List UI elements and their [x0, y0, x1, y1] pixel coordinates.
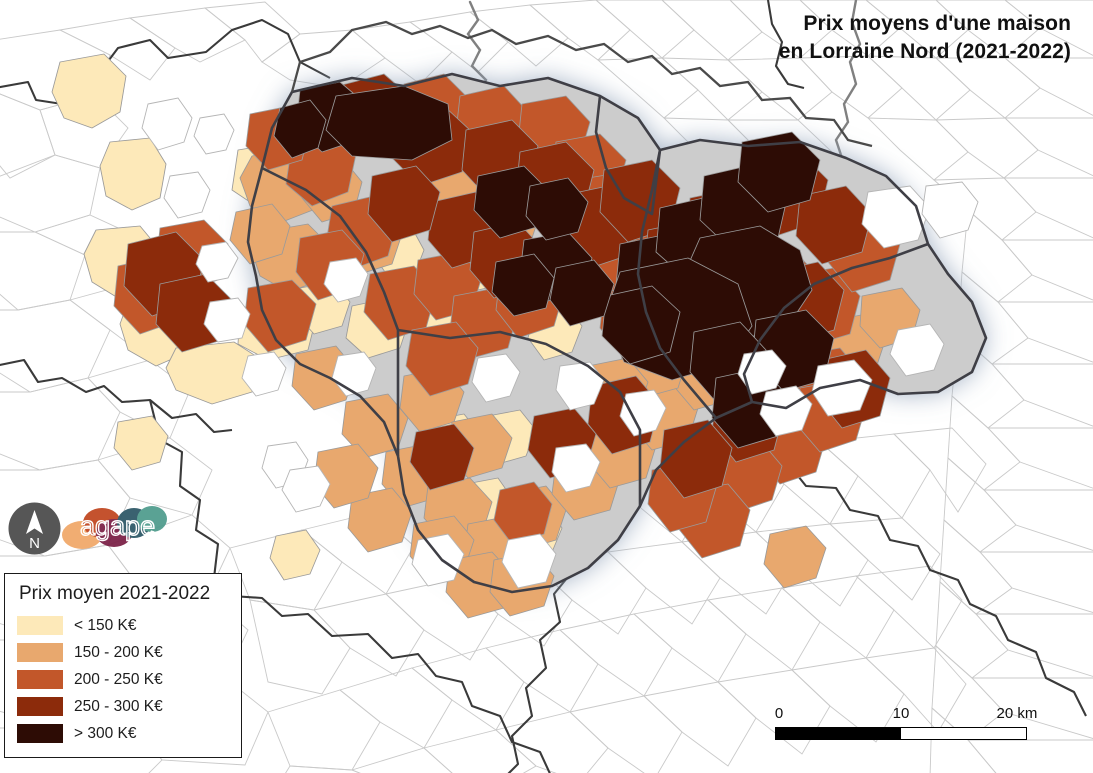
legend-label: 250 - 300 K€ [74, 697, 163, 715]
legend-swatch [17, 724, 63, 743]
title-line-2: en Lorraine Nord (2021-2022) [778, 40, 1071, 64]
study-area-outline [246, 72, 988, 594]
page-title: Prix moyens d'une maison en Lorraine Nor… [779, 10, 1071, 67]
north-arrow-icon: N [8, 502, 61, 555]
legend-label: 150 - 200 K€ [74, 643, 163, 661]
logo-wordmark: agape [80, 511, 155, 541]
legend-item: 200 - 250 K€ [17, 666, 231, 693]
title-line-1: Prix moyens d'une maison [803, 12, 1071, 35]
legend: Prix moyen 2021-2022 < 150 K€ 150 - 200 … [4, 573, 242, 758]
scale-bar-labels: 0 10 20 km [774, 705, 1038, 723]
legend-item: < 150 K€ [17, 612, 231, 639]
legend-swatch [17, 643, 63, 662]
legend-item: > 300 K€ [17, 720, 231, 747]
legend-label: > 300 K€ [74, 724, 137, 742]
legend-label: 200 - 250 K€ [74, 670, 163, 688]
scale-segment-black [776, 728, 901, 739]
legend-swatch [17, 616, 63, 635]
scale-bar: 0 10 20 km [774, 705, 1038, 745]
legend-item: 250 - 300 K€ [17, 693, 231, 720]
national-boundary [290, 20, 873, 148]
legend-swatch [17, 670, 63, 689]
scale-bar-track [775, 727, 1027, 740]
legend-swatch [17, 697, 63, 716]
scale-tick-20: 20 km [996, 705, 1038, 722]
legend-label: < 150 K€ [74, 616, 137, 634]
logo-blob-5 [137, 506, 167, 532]
scale-tick-10: 10 [892, 705, 910, 722]
north-letter: N [29, 535, 40, 552]
legend-title: Prix moyen 2021-2022 [19, 583, 211, 604]
scale-segment-white [901, 728, 1026, 739]
commune-choropleth-layer[interactable] [51, 53, 921, 713]
agape-logo: agape [62, 506, 167, 549]
legend-item: 150 - 200 K€ [17, 639, 231, 666]
scale-tick-0: 0 [774, 705, 784, 722]
